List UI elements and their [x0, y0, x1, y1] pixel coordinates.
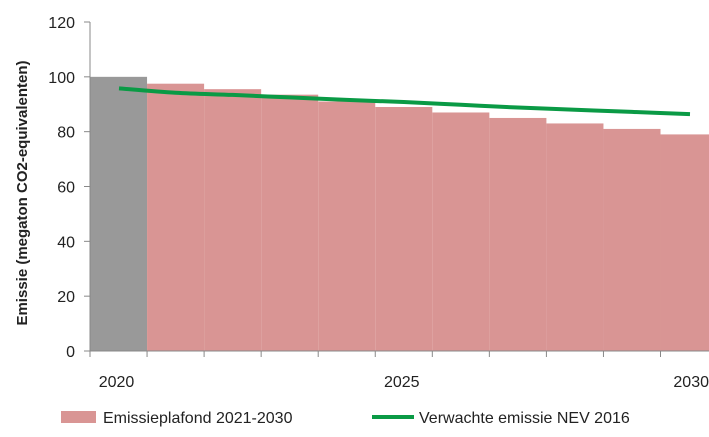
- y-tick-label-80: 80: [57, 125, 75, 142]
- legend-swatch-plafond: [61, 411, 96, 423]
- bar-2025: [375, 106, 433, 351]
- legend: Emissieplafond 2021-2030 Verwachte emiss…: [61, 410, 630, 427]
- bar-2020: [90, 76, 148, 351]
- y-tick-label-0: 0: [66, 344, 75, 361]
- y-tick-label-120: 120: [48, 15, 75, 32]
- bar-2022: [204, 89, 262, 351]
- bar-2029: [603, 128, 661, 351]
- y-tick-label-40: 40: [57, 234, 75, 251]
- legend-label-line: Verwachte emissie NEV 2016: [419, 410, 630, 427]
- bar-2028: [546, 123, 604, 351]
- y-tick-label-100: 100: [48, 70, 75, 87]
- bar-2023: [261, 94, 319, 351]
- bars-layer: [90, 76, 709, 351]
- bar-2024: [318, 101, 376, 351]
- bar-2021: [147, 83, 205, 351]
- y-axis-label: Emissie (megaton CO2-equivalenten): [14, 60, 31, 325]
- y-tick-label-60: 60: [57, 180, 75, 197]
- line-layer: [118, 86, 691, 117]
- x-tick-label-2030: 2030: [673, 374, 709, 391]
- y-tick-label-20: 20: [57, 289, 75, 306]
- x-tick-label-2025: 2025: [384, 374, 420, 391]
- legend-label-plafond: Emissieplafond 2021-2030: [103, 410, 293, 427]
- axes-layer: 0 20 40 60 80 100 120 2020 2025 2030: [48, 15, 709, 391]
- bar-2030: [660, 134, 709, 351]
- bar-2026: [432, 112, 490, 351]
- line-verwachte-emissie: [118, 86, 691, 117]
- bar-2027: [489, 117, 547, 351]
- x-tick-label-2020: 2020: [99, 374, 135, 391]
